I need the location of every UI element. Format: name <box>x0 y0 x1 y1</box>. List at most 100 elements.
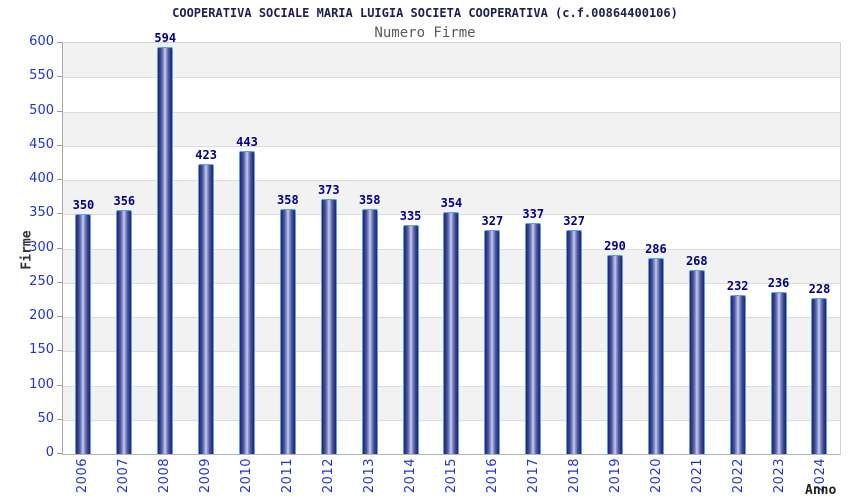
y-tick-label: 0 <box>45 445 54 460</box>
y-tick-label: 400 <box>29 171 54 186</box>
x-tick-cell: 2018 <box>554 458 595 498</box>
y-axis-title: Firme <box>19 230 35 270</box>
y-tick-mark <box>57 179 62 180</box>
bar-2022: 232 <box>727 279 749 454</box>
bar-2017: 337 <box>522 207 544 454</box>
bar-cell-2021: 268 <box>676 43 717 454</box>
x-tick-cell: 2015 <box>431 458 472 498</box>
bar-value-label: 594 <box>154 31 177 46</box>
y-tick-label: 550 <box>29 68 54 84</box>
bar-2006: 350 <box>73 198 94 454</box>
bar-series: 350 356 594 423 443 358 373 358 335 354 327 337 327 2… <box>63 31 840 454</box>
x-tick-cell: 2022 <box>718 458 759 498</box>
bar-value-label: 350 <box>72 198 95 213</box>
bar-cell-2013: 358 <box>349 43 390 454</box>
bar-value-label: 373 <box>317 182 340 197</box>
bar-cell-2009: 423 <box>186 43 227 454</box>
y-tick-label: 250 <box>29 273 54 289</box>
bar-value-label: 327 <box>481 214 504 229</box>
x-tick-cell: 2012 <box>308 458 349 498</box>
x-tick-label: 2019 <box>608 458 623 494</box>
x-tick-label: 2006 <box>75 458 90 494</box>
chart-title: COOPERATIVA SOCIALE MARIA LUIGIA SOCIETA… <box>172 6 678 20</box>
x-tick-label: 2018 <box>567 458 582 494</box>
bar-2011: 358 <box>277 193 299 454</box>
x-tick-label: 2023 <box>772 458 787 494</box>
bar-cell-2022: 232 <box>717 43 758 454</box>
bar-cell-2016: 327 <box>472 43 513 454</box>
bar-2010: 443 <box>236 135 258 454</box>
x-tick-label: 2010 <box>239 458 254 494</box>
x-tick-label: 2022 <box>731 458 746 494</box>
bar-2020: 286 <box>645 242 667 454</box>
y-tick-mark <box>57 144 62 146</box>
bar-2014: 335 <box>400 209 421 454</box>
bar-2007: 356 <box>113 194 135 454</box>
bar-value-label: 354 <box>440 195 463 210</box>
bar-2015: 354 <box>441 196 462 454</box>
bar-value-label: 337 <box>522 207 545 222</box>
bar-2008: 594 <box>154 31 176 454</box>
gridline <box>63 180 840 181</box>
bar-cell-2015: 354 <box>431 43 472 454</box>
y-tick-label: 150 <box>29 342 54 358</box>
y-tick-mark <box>57 281 62 283</box>
bar-2019: 290 <box>604 239 626 454</box>
y-tick-mark <box>57 316 62 317</box>
bar-value-label: 358 <box>358 192 381 207</box>
x-tick-cell: 2020 <box>636 458 677 498</box>
y-tick-mark <box>57 110 62 112</box>
bar-2021: 268 <box>686 254 708 454</box>
bar-2009: 423 <box>195 148 217 454</box>
x-tick-label: 2007 <box>116 458 131 494</box>
x-tick-cell: 2008 <box>144 458 185 498</box>
y-tick-mark <box>57 418 62 420</box>
bar-2013: 358 <box>359 193 381 454</box>
y-tick-mark <box>57 453 62 454</box>
x-tick-cell: 2021 <box>677 458 718 498</box>
bar-value-label: 356 <box>113 194 136 209</box>
bar-value-label: 358 <box>277 192 299 207</box>
x-tick-cell: 2013 <box>349 458 390 498</box>
y-tick-mark <box>57 42 62 43</box>
x-tick-cell: 2019 <box>595 458 636 498</box>
bar-2012: 373 <box>318 183 340 454</box>
bar-cell-2011: 358 <box>267 43 308 454</box>
plot-band <box>63 180 840 215</box>
gridline <box>63 77 840 79</box>
y-tick-label: 50 <box>37 410 54 426</box>
y-tick-mark <box>57 76 62 78</box>
x-tick-cell: 2007 <box>103 458 144 498</box>
bar-cell-2007: 356 <box>104 43 145 454</box>
x-tick-label: 2017 <box>526 458 541 494</box>
x-tick-label: 2014 <box>403 458 418 494</box>
bar-value-label: 236 <box>767 276 790 291</box>
bar-2024: 228 <box>809 282 830 454</box>
bar-value-label: 327 <box>563 214 585 229</box>
x-tick-cell: 2014 <box>390 458 431 498</box>
plot-band <box>63 111 840 146</box>
bar-value-label: 286 <box>645 242 667 257</box>
y-tick-label: 100 <box>29 376 54 392</box>
x-tick-label: 2016 <box>485 458 500 494</box>
bar-cell-2008: 594 <box>145 31 186 454</box>
y-tick-mark <box>57 384 62 386</box>
bar-cell-2023: 236 <box>758 43 799 454</box>
chart-subtitle: Numero Firme <box>374 25 476 41</box>
bar-cell-2017: 337 <box>513 43 554 454</box>
bar-cell-2019: 290 <box>595 43 636 454</box>
bar-2018: 327 <box>563 214 585 454</box>
x-tick-label: 2011 <box>280 458 295 494</box>
x-tick-cell: 2011 <box>267 458 308 498</box>
bar-cell-2014: 335 <box>390 43 431 454</box>
x-tick-label: 2015 <box>444 458 459 494</box>
x-tick-cell: 2017 <box>513 458 554 498</box>
bar-value-label: 443 <box>236 134 258 149</box>
gridline <box>63 145 840 147</box>
y-tick-mark <box>57 350 62 352</box>
bar-value-label: 423 <box>195 148 217 163</box>
x-tick-cell: 2006 <box>62 458 103 498</box>
bar-2023: 236 <box>768 276 789 454</box>
bar-cell-2024: 228 <box>799 43 840 454</box>
